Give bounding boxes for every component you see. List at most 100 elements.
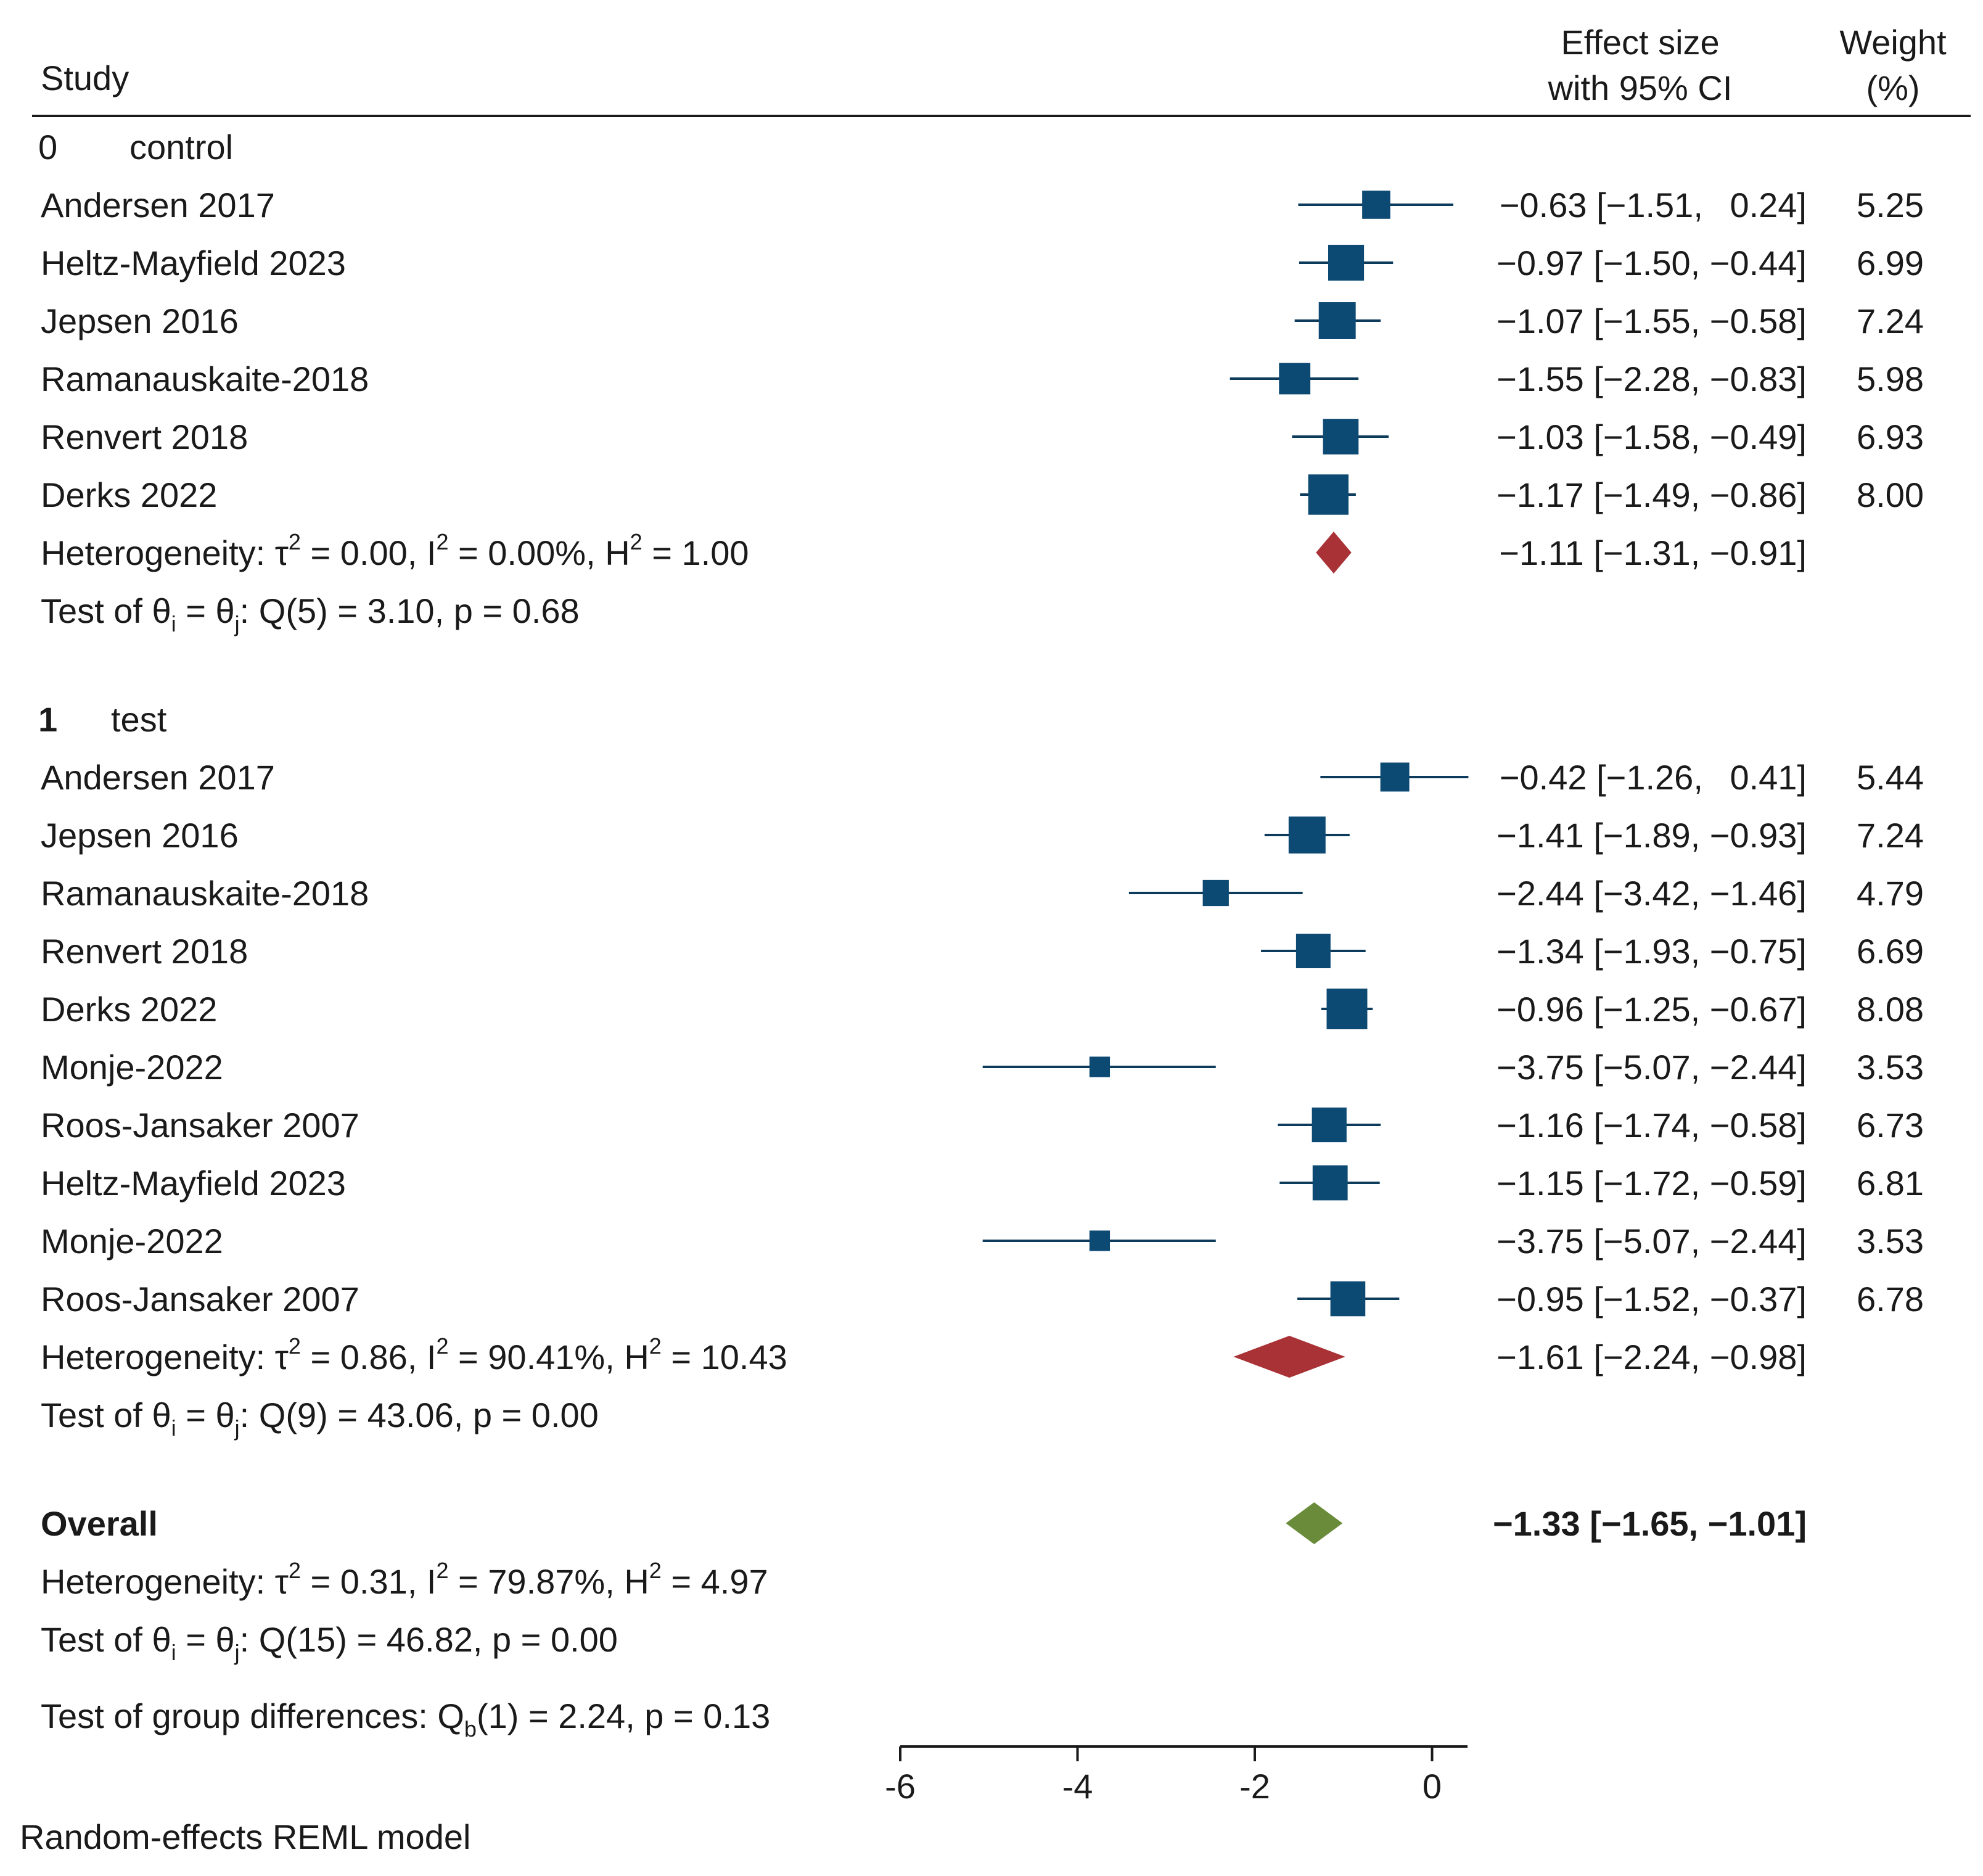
effect-marker bbox=[1308, 474, 1349, 515]
group-summary-ci-text: −1.61 [−2.24, −0.98] bbox=[1496, 1338, 1807, 1376]
overall-label: Overall bbox=[41, 1504, 158, 1543]
group-summary-diamond bbox=[1233, 1336, 1345, 1378]
overall-heterogeneity-text: Heterogeneity: τ2 = 0.31, I2 = 79.87%, H… bbox=[41, 1558, 768, 1601]
ci-text: −1.55 [−2.28, −0.83] bbox=[1496, 360, 1807, 398]
weight-value: 6.73 bbox=[1857, 1106, 1924, 1145]
study-label: Roos-Jansaker 2007 bbox=[41, 1106, 359, 1145]
overall-heterogeneity-text-part: = 4.97 bbox=[662, 1562, 768, 1601]
weight-value: 8.00 bbox=[1857, 475, 1924, 514]
heterogeneity-text-part: = 1.00 bbox=[643, 533, 749, 572]
weight-value: 4.79 bbox=[1857, 874, 1924, 913]
group-name: test bbox=[111, 700, 167, 739]
weight-value: 7.24 bbox=[1857, 302, 1924, 340]
weight-value: 7.24 bbox=[1857, 816, 1924, 855]
group-code: 1 bbox=[38, 700, 57, 739]
effect-size-header-line2: with 95% CI bbox=[1548, 68, 1733, 107]
weight-value: 8.08 bbox=[1857, 990, 1924, 1029]
study-label: Heltz-Mayfield 2023 bbox=[41, 244, 346, 282]
ci-text: −2.44 [−3.42, −1.46] bbox=[1496, 874, 1807, 913]
group-differences-text-part: Test of group differences: Q bbox=[41, 1697, 464, 1735]
ci-text: −3.75 [−5.07, −2.44] bbox=[1496, 1222, 1807, 1261]
ci-text: −1.15 [−1.72, −0.59] bbox=[1496, 1164, 1807, 1203]
homogeneity-test-text-part: = θ bbox=[176, 591, 235, 630]
weight-value: 6.99 bbox=[1857, 244, 1924, 282]
overall-heterogeneity-text-part: = 79.87%, H bbox=[448, 1562, 649, 1601]
heterogeneity-text-part: = 0.00%, H bbox=[448, 533, 630, 572]
heterogeneity-text-part: = 90.41%, H bbox=[448, 1338, 649, 1376]
effect-marker bbox=[1318, 302, 1356, 339]
model-footnote: Random-effects REML model bbox=[20, 1817, 470, 1856]
ci-text: −0.95 [−1.52, −0.37] bbox=[1496, 1280, 1807, 1319]
overall-homogeneity-test-text-part: = θ bbox=[176, 1620, 235, 1659]
homogeneity-test-text-part: = θ bbox=[176, 1396, 235, 1434]
ci-text: −1.17 [−1.49, −0.86] bbox=[1496, 475, 1807, 514]
effect-marker bbox=[1323, 419, 1359, 455]
group-differences-text-part: b bbox=[464, 1716, 477, 1742]
x-tick-label: -2 bbox=[1239, 1767, 1270, 1806]
effect-marker bbox=[1295, 934, 1331, 968]
effect-marker bbox=[1380, 762, 1410, 792]
group-code: 0 bbox=[38, 128, 57, 167]
study-label: Renvert 2018 bbox=[41, 932, 248, 971]
heterogeneity-text-part: Heterogeneity: τ bbox=[41, 533, 289, 572]
ci-text: −1.03 [−1.58, −0.49] bbox=[1496, 418, 1807, 456]
heterogeneity-text-part: 2 bbox=[630, 529, 643, 554]
homogeneity-test-text-part: : Q(9) = 43.06, p = 0.00 bbox=[240, 1396, 599, 1434]
weight-value: 5.25 bbox=[1857, 186, 1924, 224]
weight-value: 6.78 bbox=[1857, 1280, 1924, 1319]
heterogeneity-text-part: Heterogeneity: τ bbox=[41, 1338, 289, 1376]
homogeneity-test-text-part: i bbox=[171, 1415, 176, 1441]
overall-heterogeneity-text-part: 2 bbox=[289, 1558, 301, 1583]
study-label: Monje-2022 bbox=[41, 1048, 223, 1087]
heterogeneity-text-part: 2 bbox=[436, 1333, 448, 1359]
overall-summary-diamond bbox=[1286, 1502, 1343, 1544]
ci-text: −1.34 [−1.93, −0.75] bbox=[1496, 932, 1807, 971]
effect-marker bbox=[1328, 244, 1365, 281]
heterogeneity-text: Heterogeneity: τ2 = 0.00, I2 = 0.00%, H2… bbox=[41, 529, 749, 572]
study-label: Heltz-Mayfield 2023 bbox=[41, 1164, 346, 1203]
weight-value: 3.53 bbox=[1857, 1048, 1924, 1087]
effect-marker bbox=[1279, 363, 1311, 395]
weight-value: 5.98 bbox=[1857, 360, 1924, 398]
heterogeneity-text: Heterogeneity: τ2 = 0.86, I2 = 90.41%, H… bbox=[41, 1333, 787, 1376]
study-label: Andersen 2017 bbox=[41, 186, 275, 224]
weight-value: 6.81 bbox=[1857, 1164, 1924, 1203]
heterogeneity-text-part: = 10.43 bbox=[662, 1338, 787, 1376]
effect-marker bbox=[1312, 1165, 1348, 1201]
homogeneity-test-text-part: i bbox=[171, 611, 176, 636]
study-label: Jepsen 2016 bbox=[41, 816, 239, 855]
weight-value: 6.93 bbox=[1857, 418, 1924, 456]
effect-marker bbox=[1089, 1056, 1111, 1077]
ci-text: −0.42 [−1.26, 0.41] bbox=[1500, 758, 1807, 797]
overall-ci-text: −1.33 [−1.65, −1.01] bbox=[1493, 1504, 1807, 1543]
x-tick-label: 0 bbox=[1423, 1767, 1442, 1806]
weight-header-line1: Weight bbox=[1839, 23, 1947, 62]
homogeneity-test-text-part: Test of θ bbox=[41, 591, 171, 630]
homogeneity-test-text-part: j bbox=[234, 1415, 240, 1441]
study-column-header: Study bbox=[41, 59, 129, 97]
effect-marker bbox=[1089, 1230, 1111, 1251]
group-summary-diamond bbox=[1316, 532, 1352, 574]
study-label: Derks 2022 bbox=[41, 475, 217, 514]
ci-text: −0.96 [−1.25, −0.67] bbox=[1496, 990, 1807, 1029]
study-label: Derks 2022 bbox=[41, 990, 217, 1029]
overall-homogeneity-test-text-part: j bbox=[234, 1640, 240, 1665]
heterogeneity-text-part: 2 bbox=[649, 1333, 662, 1359]
heterogeneity-text-part: 2 bbox=[289, 1333, 301, 1359]
effect-marker bbox=[1312, 1107, 1347, 1143]
ci-text: −1.16 [−1.74, −0.58] bbox=[1496, 1106, 1807, 1145]
weight-value: 6.69 bbox=[1857, 932, 1924, 971]
study-label: Andersen 2017 bbox=[41, 758, 275, 797]
study-label: Ramanauskaite-2018 bbox=[41, 874, 369, 913]
x-tick-label: -4 bbox=[1062, 1767, 1093, 1806]
homogeneity-test-text-part: j bbox=[234, 611, 240, 636]
heterogeneity-text-part: 2 bbox=[289, 529, 301, 554]
weight-value: 5.44 bbox=[1857, 758, 1924, 797]
overall-homogeneity-test-text-part: Test of θ bbox=[41, 1620, 171, 1659]
group-name: control bbox=[129, 128, 233, 167]
ci-text: −1.07 [−1.55, −0.58] bbox=[1496, 302, 1807, 340]
x-tick-label: -6 bbox=[885, 1767, 916, 1806]
heterogeneity-text-part: = 0.86, I bbox=[301, 1338, 437, 1376]
